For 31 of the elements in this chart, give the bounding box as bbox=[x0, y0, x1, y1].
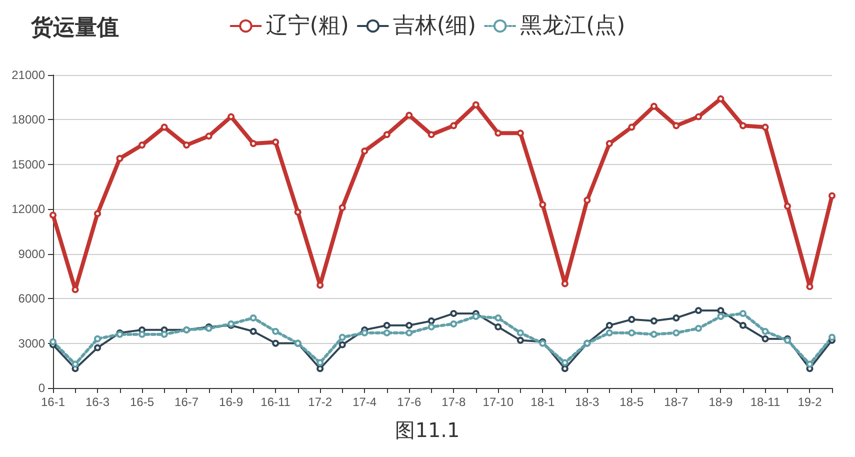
x-tick-label: 18-1 bbox=[530, 395, 555, 409]
x-tick-label: 17-6 bbox=[397, 395, 422, 409]
x-tick-label: 16-3 bbox=[86, 395, 110, 409]
x-tick-label: 18-7 bbox=[664, 395, 689, 409]
y-tick-label: 9000 bbox=[18, 246, 46, 261]
legend-label: 黑龙江(点) bbox=[520, 14, 626, 38]
caption: 图11.1 bbox=[395, 418, 460, 442]
x-tick-label: 17-8 bbox=[442, 395, 466, 409]
x-tick-label: 17-4 bbox=[352, 395, 377, 409]
x-tick-label: 17-2 bbox=[308, 395, 332, 409]
y-tick-label: 3000 bbox=[18, 336, 46, 350]
x-tick-label: 16-11 bbox=[260, 395, 291, 409]
y-tick-label: 6000 bbox=[18, 292, 46, 306]
x-tick-label: 19-2 bbox=[798, 395, 822, 409]
chart-title: 货运量值 bbox=[30, 16, 119, 40]
y-tick-label: 21000 bbox=[12, 68, 46, 82]
x-tick-label: 16-7 bbox=[174, 395, 199, 409]
x-tick-label: 18-3 bbox=[575, 395, 600, 409]
x-tick-label: 18-5 bbox=[620, 395, 644, 409]
legend-label: 辽宁(粗) bbox=[266, 14, 349, 38]
x-tick-label: 17-10 bbox=[482, 395, 514, 409]
legend-label: 吉林(细) bbox=[392, 14, 476, 38]
x-tick-label: 16-5 bbox=[130, 395, 154, 409]
y-tick-label: 0 bbox=[38, 381, 46, 395]
x-tick-label: 18-11 bbox=[750, 395, 780, 409]
y-tick-label: 18000 bbox=[12, 112, 46, 127]
y-tick-label: 12000 bbox=[12, 202, 46, 216]
x-tick-label: 18-9 bbox=[708, 395, 734, 409]
x-tick-label: 16-9 bbox=[219, 395, 244, 409]
y-tick-label: 15000 bbox=[12, 157, 46, 172]
x-tick-label: 16-1 bbox=[40, 395, 66, 409]
